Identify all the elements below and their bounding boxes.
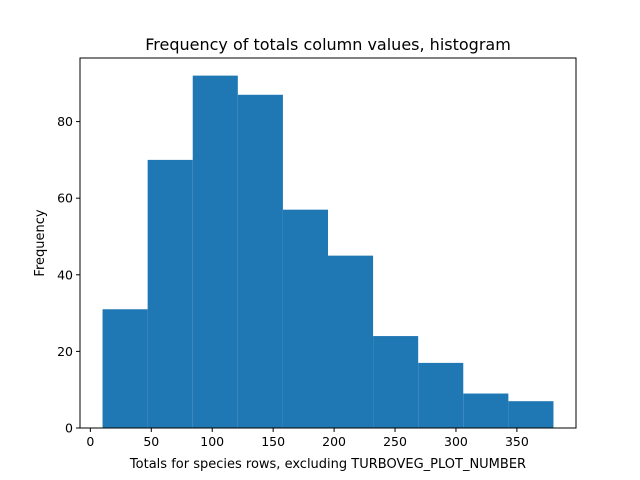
y-tick-label: 20 xyxy=(57,344,73,359)
plot-frame xyxy=(79,57,577,429)
y-tick-label: 0 xyxy=(65,421,73,436)
histogram-bar xyxy=(328,255,374,428)
x-tick-label: 0 xyxy=(86,434,94,449)
histogram-bar xyxy=(237,94,283,428)
histogram-bar xyxy=(282,209,328,428)
y-tick-label: 60 xyxy=(57,191,73,206)
x-axis-label: Totals for species rows, excluding TURBO… xyxy=(129,457,526,472)
histogram-bar xyxy=(373,336,419,428)
histogram-bar xyxy=(147,159,193,428)
histogram-bar xyxy=(102,309,148,428)
x-tick-label: 300 xyxy=(444,434,468,449)
x-axis-ticks: 0 50 100 150 200 250 300 350 xyxy=(86,428,529,449)
y-axis-label: Frequency xyxy=(33,209,48,276)
x-tick-label: 150 xyxy=(261,434,285,449)
chart-title: Frequency of totals column values, histo… xyxy=(145,35,511,54)
y-tick-label: 80 xyxy=(57,114,73,129)
x-tick-label: 350 xyxy=(505,434,529,449)
x-tick-label: 50 xyxy=(143,434,159,449)
histogram-bar xyxy=(192,75,238,428)
histogram-bar xyxy=(418,362,464,428)
x-tick-label: 100 xyxy=(200,434,224,449)
y-tick-label: 40 xyxy=(57,267,73,282)
histogram-bar xyxy=(463,393,509,428)
histogram-bar xyxy=(508,401,554,428)
x-tick-label: 200 xyxy=(322,434,346,449)
bars-group xyxy=(102,75,554,428)
y-axis-ticks: 0 20 40 60 80 xyxy=(57,114,80,436)
x-tick-label: 250 xyxy=(383,434,407,449)
